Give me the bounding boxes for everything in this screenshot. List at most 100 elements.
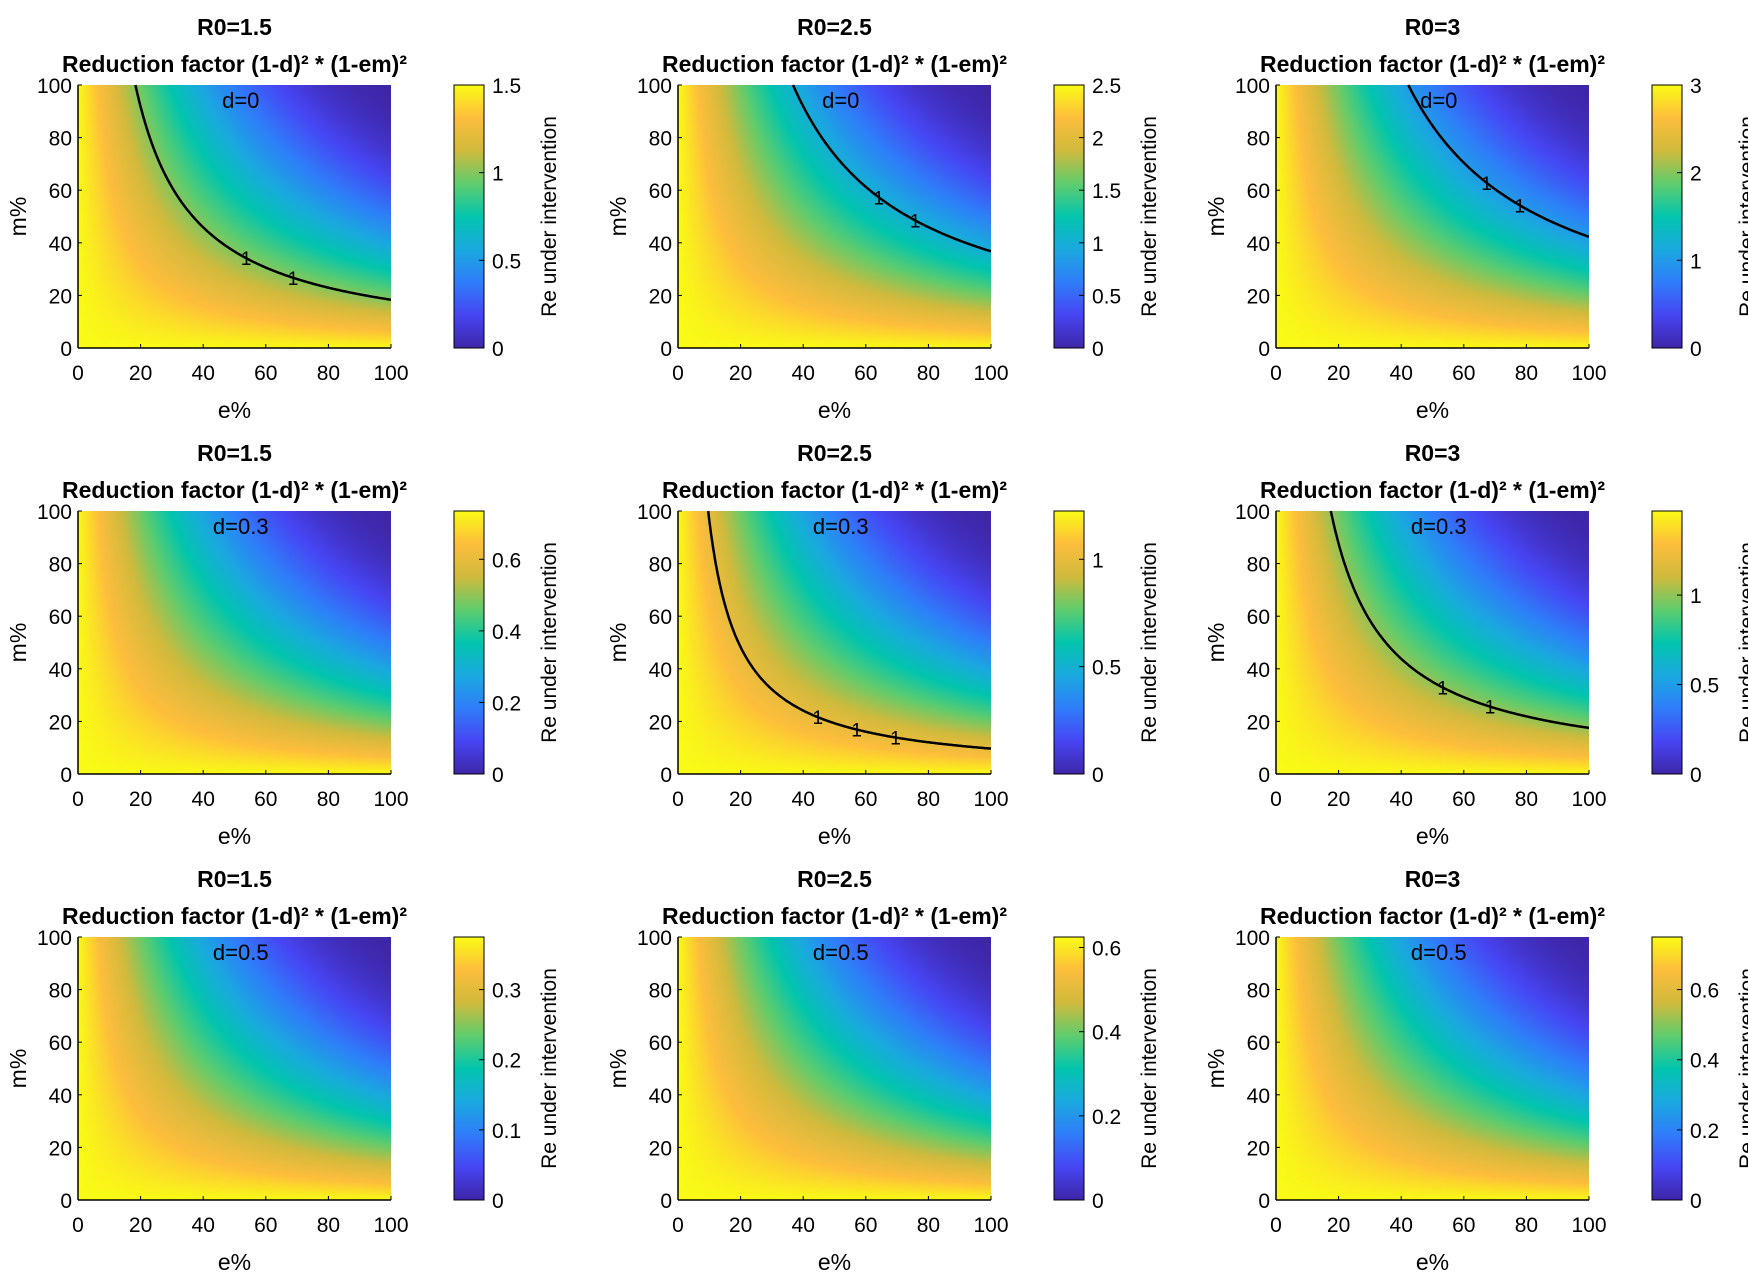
x-tick-label: 20	[729, 1214, 752, 1237]
y-tick-label: 60	[49, 1032, 72, 1055]
x-tick-label: 100	[1571, 1214, 1606, 1237]
colorbar-tick-label: 0.2	[1092, 1106, 1121, 1129]
colorbar-tick-label: 0.2	[492, 1050, 521, 1073]
y-tick-label: 0	[60, 764, 72, 787]
x-tick-label: 40	[1390, 788, 1413, 811]
y-axis-label: m%	[1203, 623, 1229, 663]
contour-label: 1	[288, 269, 299, 290]
x-tick-label: 0	[672, 788, 684, 811]
chart-subtitle: Reduction factor (1-d)² * (1-em)²	[662, 477, 1007, 503]
y-tick-label: 60	[1247, 1032, 1270, 1055]
colorbar-tick-label: 2.5	[1092, 75, 1121, 98]
y-tick-label: 40	[649, 659, 672, 682]
contour-line	[1407, 84, 1590, 238]
contour-line	[1329, 510, 1590, 730]
contour-label: 1	[890, 728, 901, 749]
y-tick-label: 80	[49, 554, 72, 577]
y-tick-label: 40	[1247, 233, 1270, 256]
y-axis-label: m%	[605, 1049, 631, 1089]
y-tick-label: 80	[49, 980, 72, 1003]
x-axis-label: e%	[818, 823, 851, 849]
y-tick-label: 20	[649, 711, 672, 734]
chart-title: R0=1.5	[197, 14, 272, 40]
colorbar-tick-label: 0	[492, 338, 504, 361]
colorbar-label: Re under intervention	[1736, 116, 1748, 317]
colorbar-tick-label: 0.4	[1092, 1022, 1122, 1045]
y-tick-label: 60	[649, 606, 672, 629]
x-tick-label: 100	[373, 788, 408, 811]
colorbar	[1053, 510, 1085, 775]
y-tick-label: 100	[37, 501, 72, 524]
colorbar	[1651, 936, 1683, 1201]
y-tick-label: 80	[1247, 128, 1270, 151]
y-tick-label: 0	[660, 1190, 672, 1213]
colorbar-tick-label: 1	[1092, 233, 1104, 256]
colorbar-tick-label: 0	[1092, 338, 1104, 361]
chart-title: R0=3	[1405, 866, 1461, 892]
colorbar-tick-label: 2	[1690, 163, 1702, 186]
x-tick-label: 80	[317, 362, 340, 385]
contour-label: 1	[874, 188, 885, 209]
colorbar	[1651, 84, 1683, 349]
x-tick-label: 80	[1515, 362, 1538, 385]
y-axis-label: m%	[605, 197, 631, 237]
x-axis-label: e%	[1416, 823, 1449, 849]
colorbar-tick-label: 1	[492, 163, 504, 186]
x-tick-label: 20	[129, 362, 152, 385]
colorbar	[1651, 510, 1683, 775]
colorbar-tick-label: 0.5	[492, 250, 521, 273]
chart-panel: R0=1.5 Reduction factor (1-d)² * (1-em)² 1…	[5, 14, 561, 423]
chart-subtitle: Reduction factor (1-d)² * (1-em)²	[62, 51, 407, 77]
colorbar-label: Re under intervention	[1138, 116, 1161, 317]
y-tick-label: 40	[649, 1085, 672, 1108]
x-tick-label: 80	[317, 1214, 340, 1237]
y-tick-label: 100	[637, 927, 672, 950]
chart-panel: R0=1.5 Reduction factor (1-d)² * (1-em)² 0…	[5, 440, 561, 849]
y-tick-label: 20	[1247, 285, 1270, 308]
heatmap-image	[78, 85, 391, 348]
y-tick-label: 60	[1247, 180, 1270, 203]
y-tick-label: 60	[49, 180, 72, 203]
y-tick-label: 0	[1258, 1190, 1270, 1213]
x-tick-label: 60	[1452, 362, 1475, 385]
contour-label: 1	[1437, 678, 1448, 699]
x-tick-label: 60	[854, 1214, 877, 1237]
x-tick-label: 0	[1270, 362, 1282, 385]
x-axis-label: e%	[1416, 397, 1449, 423]
y-tick-label: 100	[637, 75, 672, 98]
x-tick-label: 80	[317, 788, 340, 811]
x-tick-label: 80	[917, 788, 940, 811]
colorbar-tick-label: 0.1	[492, 1120, 521, 1143]
contour-label: 1	[812, 708, 823, 729]
colorbar-tick-label: 0	[492, 1190, 504, 1213]
colorbar-tick-label: 3	[1690, 75, 1702, 98]
chart-subtitle: Reduction factor (1-d)² * (1-em)²	[62, 477, 407, 503]
y-tick-label: 0	[1258, 764, 1270, 787]
d-annotation: d=0.5	[813, 940, 869, 965]
y-axis-label: m%	[5, 197, 31, 237]
heatmap-image	[78, 511, 391, 774]
y-tick-label: 0	[660, 338, 672, 361]
y-tick-label: 0	[660, 764, 672, 787]
x-tick-label: 60	[1452, 1214, 1475, 1237]
x-tick-label: 0	[72, 1214, 84, 1237]
x-tick-label: 60	[254, 788, 277, 811]
colorbar-tick-label: 2	[1092, 128, 1104, 151]
y-tick-label: 20	[49, 1137, 72, 1160]
x-tick-label: 20	[1327, 1214, 1350, 1237]
colorbar	[1053, 84, 1085, 349]
x-tick-label: 20	[129, 788, 152, 811]
chart-subtitle: Reduction factor (1-d)² * (1-em)²	[62, 903, 407, 929]
heatmap-image	[678, 511, 991, 774]
x-tick-label: 20	[729, 788, 752, 811]
x-tick-label: 40	[1390, 362, 1413, 385]
y-tick-label: 20	[1247, 711, 1270, 734]
contour-label: 1	[1514, 196, 1525, 217]
y-tick-label: 20	[649, 285, 672, 308]
x-axis-label: e%	[218, 1249, 251, 1275]
colorbar-tick-label: 1.5	[492, 75, 521, 98]
x-axis-label: e%	[818, 397, 851, 423]
y-tick-label: 0	[60, 1190, 72, 1213]
